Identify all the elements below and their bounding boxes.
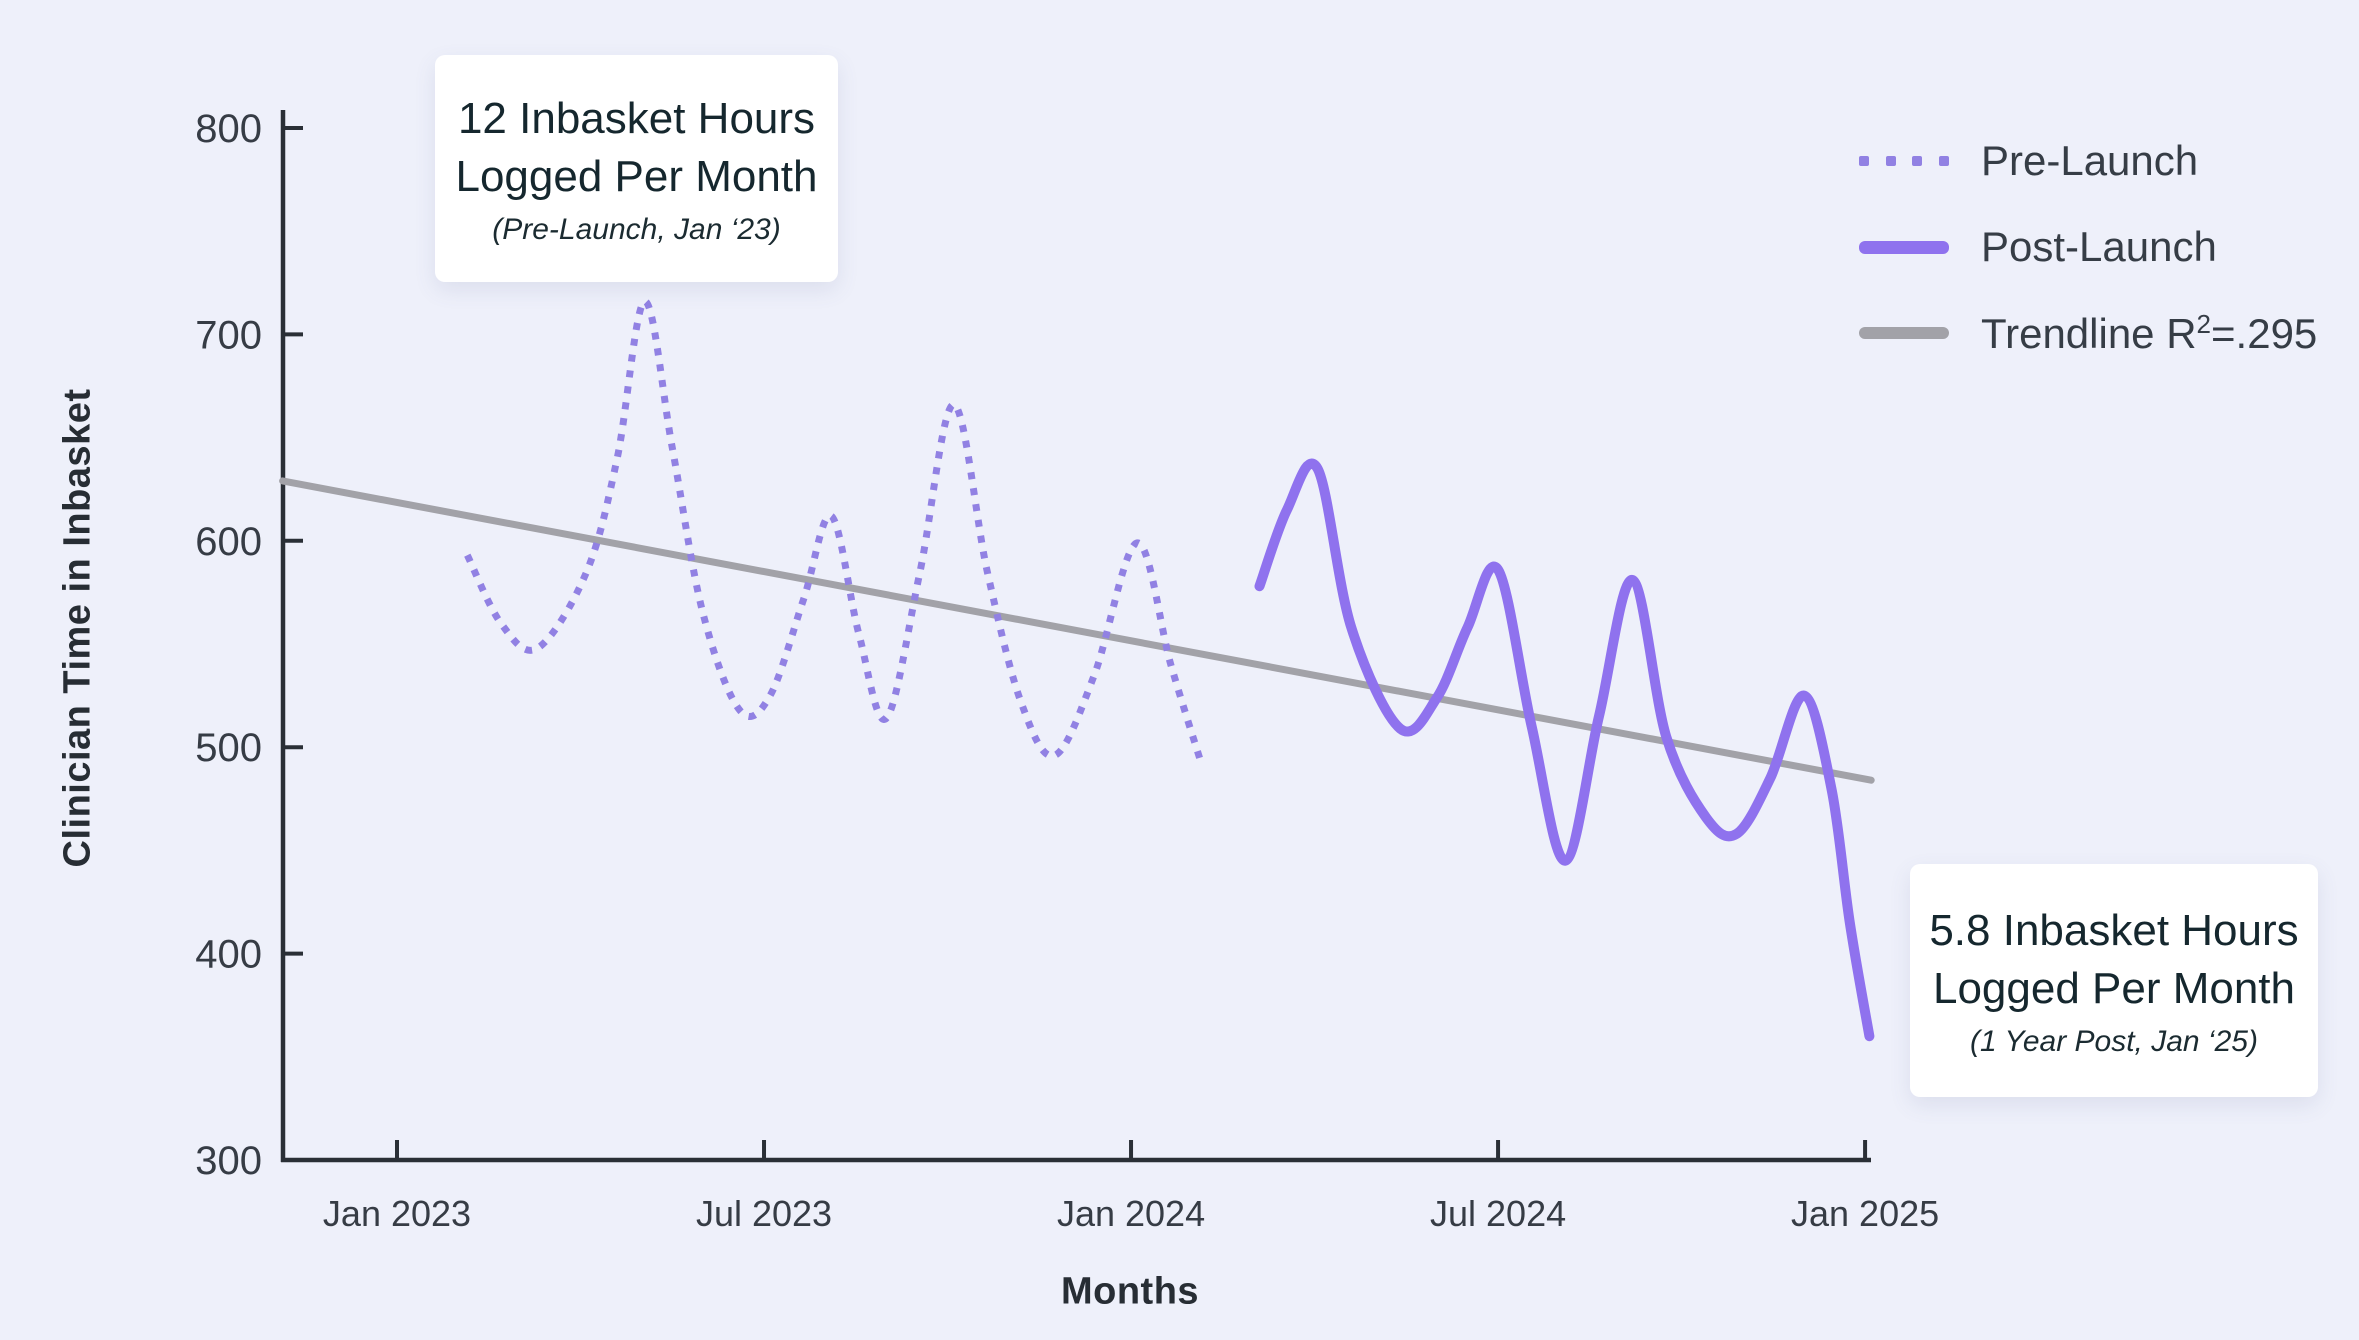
x-tick-label: Jul 2024 (1430, 1193, 1566, 1234)
legend-item-trendline: Trendline R2=.295 (1859, 290, 2317, 376)
post-launch-series (1254, 458, 1875, 1042)
annotation-title-line1: 12 Inbasket Hours (457, 94, 816, 144)
legend-label-pre-launch: Pre-Launch (1981, 137, 2199, 184)
annotation-pre-launch: 12 Inbasket Hours Logged Per Month (Pre-… (435, 55, 838, 282)
y-axis-title: Clinician Time in Inbasket (56, 388, 99, 868)
annotation-subtitle: (Pre-Launch, Jan ‘23) (492, 212, 781, 246)
legend-label-post-launch: Post-Launch (1981, 223, 2217, 270)
trendline-series (279, 477, 1875, 784)
legend-label-trendline: Trendline R2=.295 (1981, 308, 2318, 357)
annotation-title-line2: Logged Per Month (455, 151, 818, 201)
dotted-line-swatch (1859, 156, 1949, 166)
trendline-swatch (1859, 327, 1949, 339)
y-tick-label: 300 (195, 1139, 262, 1183)
x-tick-label: Jan 2024 (1057, 1193, 1205, 1234)
annotation-post-launch: 5.8 Inbasket Hours Logged Per Month (1 Y… (1910, 864, 2318, 1097)
x-tick-label: Jul 2023 (696, 1193, 832, 1234)
legend-item-pre-launch: Pre-Launch (1859, 118, 2317, 204)
pre-launch-series (464, 297, 1205, 765)
y-tick-label: 600 (195, 520, 262, 564)
annotation-title-line2: Logged Per Month (1932, 963, 2296, 1013)
x-tick-label: Jan 2025 (1791, 1193, 1939, 1234)
legend: Pre-Launch Post-Launch Trendline R2=.295 (1859, 118, 2317, 376)
y-tick-label: 400 (195, 933, 262, 977)
solid-line-swatch (1859, 240, 1949, 254)
x-tick-label: Jan 2023 (323, 1193, 471, 1234)
annotation-subtitle: (1 Year Post, Jan ‘25) (1970, 1024, 2258, 1058)
y-tick-label: 700 (195, 313, 262, 357)
y-tick-label: 500 (195, 726, 262, 770)
legend-item-post-launch: Post-Launch (1859, 204, 2317, 290)
y-tick-label: 800 (195, 107, 262, 151)
annotation-title-line1: 5.8 Inbasket Hours (1929, 906, 2299, 956)
x-axis-title: Months (1060, 1270, 1200, 1313)
